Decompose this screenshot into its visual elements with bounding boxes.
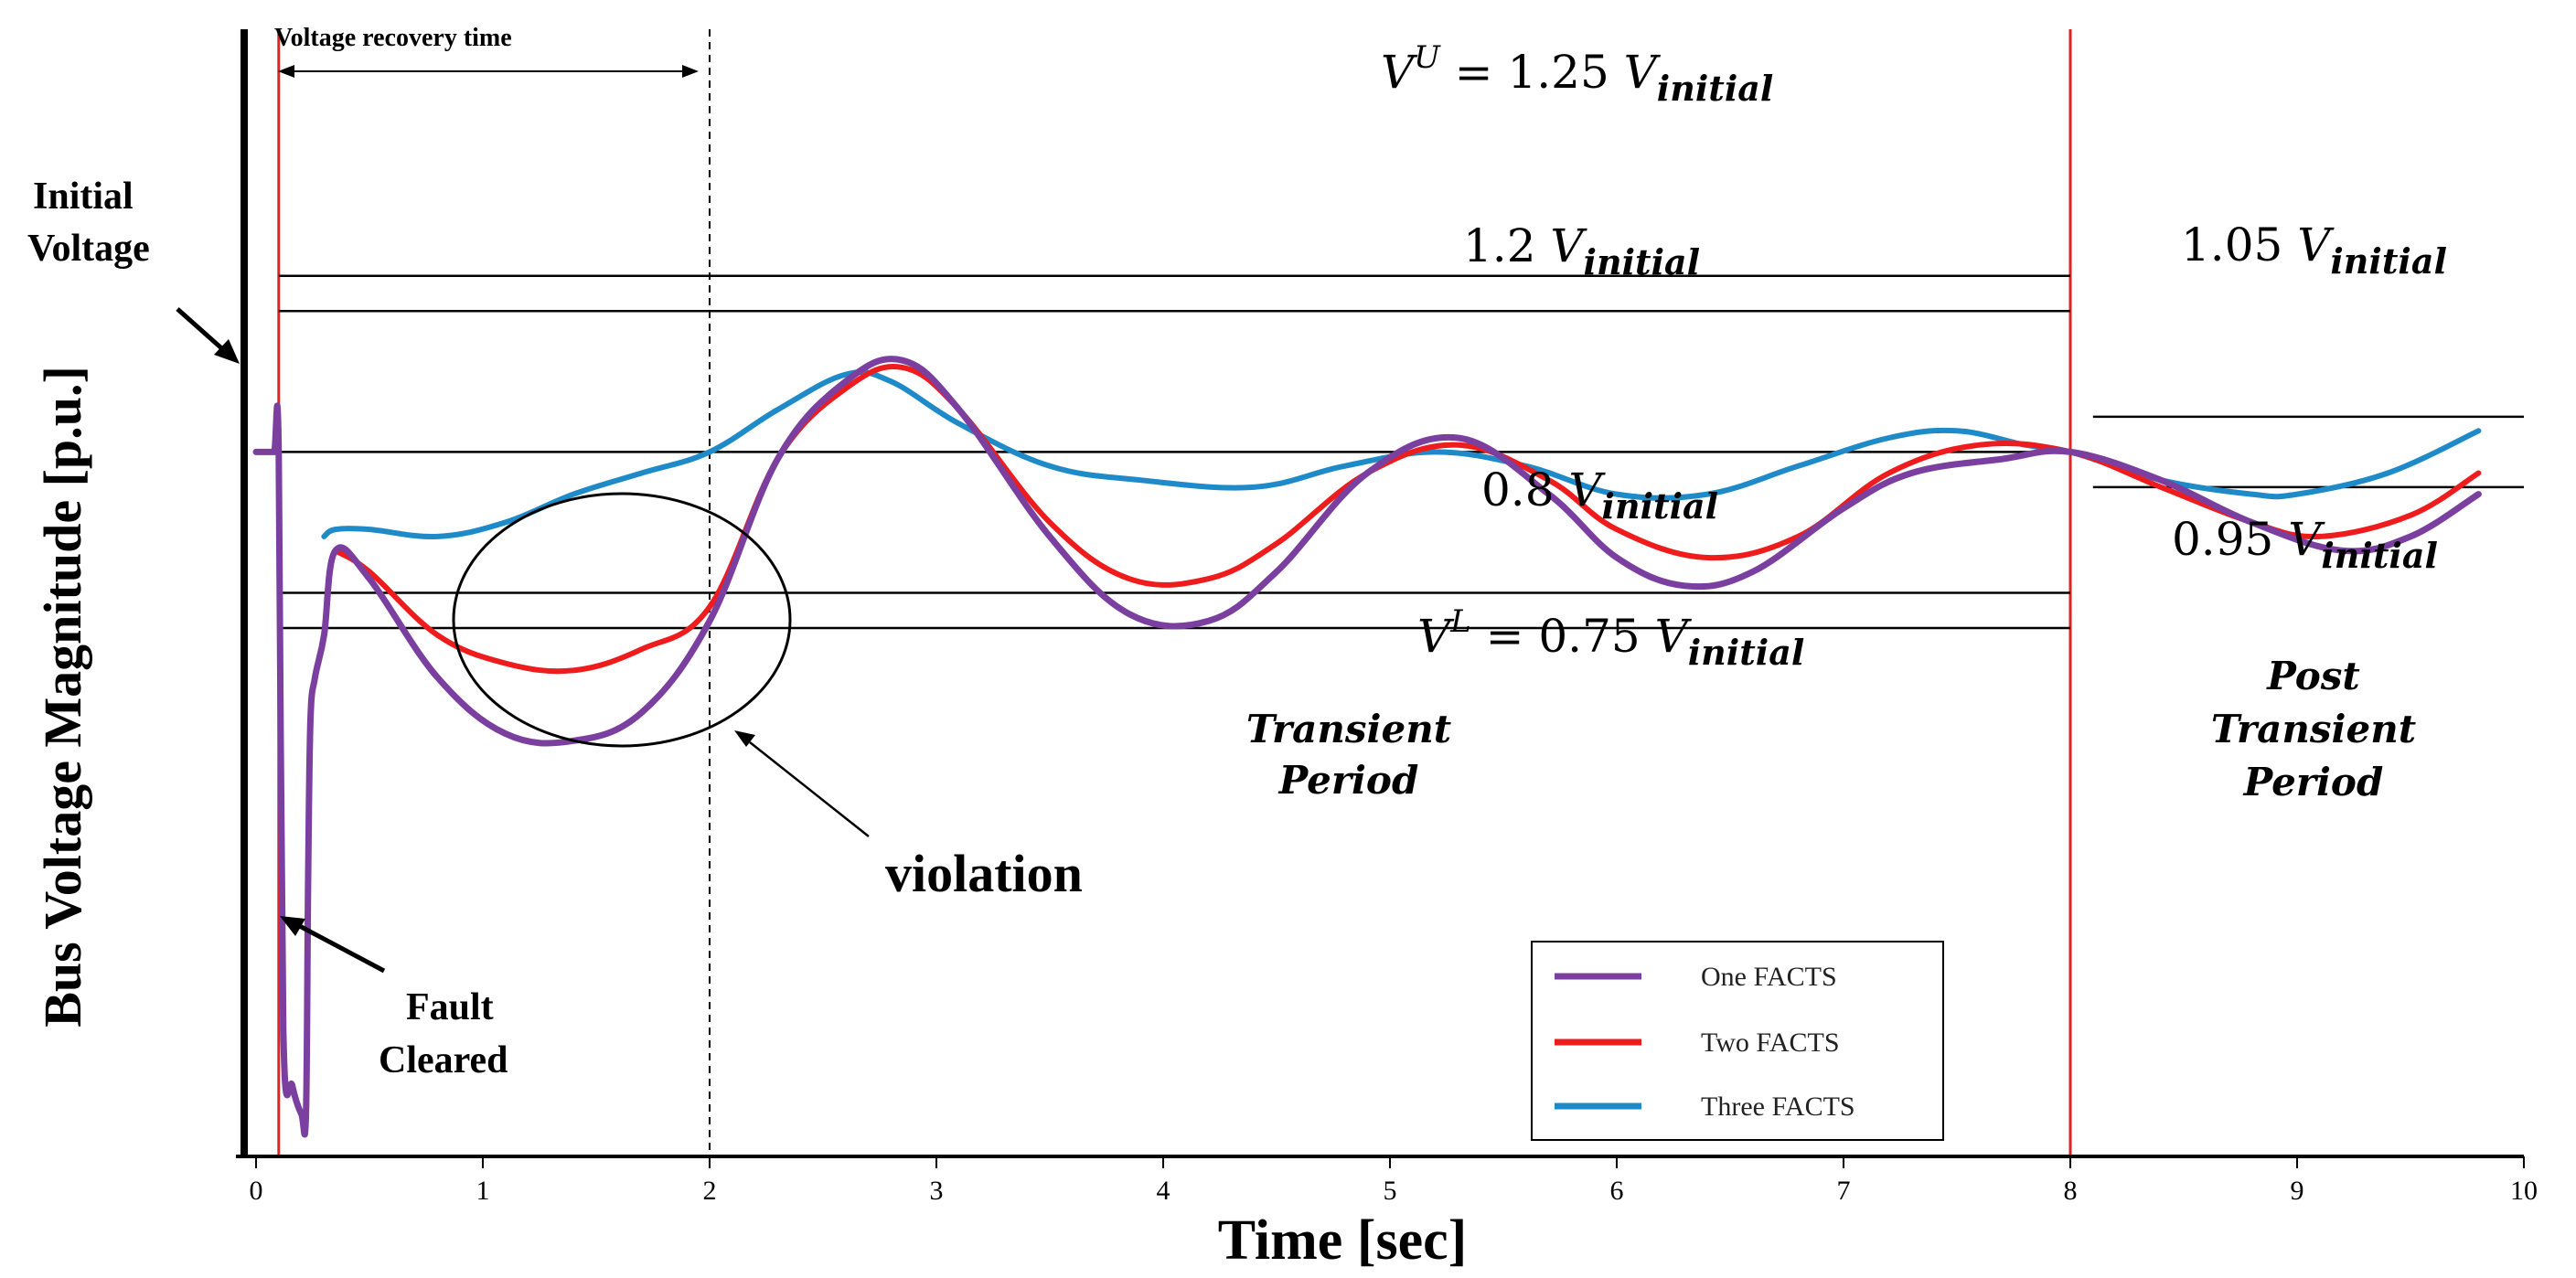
reference-lines xyxy=(256,274,2524,630)
x-tick-label: 7 xyxy=(1837,1176,1851,1206)
violation-arrow xyxy=(749,741,870,837)
initial-voltage-annotation: Initial Voltage xyxy=(27,176,240,364)
x-axis-label: Time [sec] xyxy=(1218,1209,1468,1272)
legend-label-one-facts: One FACTS xyxy=(1701,962,1837,992)
ref-label-v12: 1.2 Vinitial xyxy=(1463,219,1700,282)
initial-voltage-label-1: Initial xyxy=(33,176,134,218)
recovery-arrow-left-head xyxy=(278,65,294,78)
voltage-recovery-annotation: Voltage recovery time xyxy=(274,24,699,78)
post-label-2: Transient xyxy=(2211,707,2416,751)
ref-label-vu: VU = 1.25 Vinitial xyxy=(1381,39,1773,109)
x-tick-label: 10 xyxy=(2510,1176,2538,1206)
transient-label-1: Transient xyxy=(1246,707,1451,751)
legend-label-three-facts: Three FACTS xyxy=(1701,1092,1855,1122)
x-tick-label: 0 xyxy=(250,1176,263,1206)
fault-cleared-label-2: Cleared xyxy=(379,1039,508,1081)
initial-voltage-arrow-head xyxy=(214,339,240,364)
x-ticks: 0 1 2 3 4 5 6 7 8 9 10 xyxy=(250,1156,2538,1206)
post-label-1: Post xyxy=(2266,654,2360,698)
x-tick-label: 8 xyxy=(2064,1176,2078,1206)
voltage-recovery-label: Voltage recovery time xyxy=(274,24,512,52)
x-tick-label: 5 xyxy=(1384,1176,1397,1206)
initial-voltage-arrow xyxy=(176,307,229,355)
x-tick-label: 1 xyxy=(476,1176,490,1206)
fault-cleared-label-1: Fault xyxy=(406,986,494,1028)
ref-label-vl: VL = 0.75 Vinitial xyxy=(1417,603,1804,673)
series-two-facts xyxy=(332,363,2482,675)
transient-label-2: Period xyxy=(1278,758,1419,803)
x-tick-label: 3 xyxy=(930,1176,944,1206)
legend-label-two-facts: Two FACTS xyxy=(1701,1028,1840,1058)
ref-label-v095: 0.95 Vinitial xyxy=(2172,513,2438,576)
series-lines xyxy=(252,356,2482,1138)
violation-label: violation xyxy=(885,844,1083,903)
ref-labels: VU = 1.25 Vinitial 1.2 Vinitial 0.8 Viniti… xyxy=(1381,39,2447,673)
initial-voltage-label-2: Voltage xyxy=(27,228,150,270)
ref-label-v08: 0.8 Vinitial xyxy=(1481,463,1718,527)
post-transient-period-label: Post Transient Period xyxy=(2211,654,2416,804)
transient-period-label: Transient Period xyxy=(1246,707,1451,803)
violation-ellipse xyxy=(452,492,792,748)
fault-cleared-arrow-head xyxy=(280,916,305,936)
violation-annotation: violation xyxy=(452,492,1083,903)
recovery-arrow-right-head xyxy=(682,65,699,78)
x-tick-label: 2 xyxy=(703,1176,717,1206)
ref-label-v105: 1.05 Vinitial xyxy=(2181,218,2447,282)
legend: One FACTS Two FACTS Three FACTS xyxy=(1531,941,1944,1141)
x-tick-label: 6 xyxy=(1610,1176,1624,1206)
violation-arrow-head xyxy=(734,730,755,747)
series-one-facts xyxy=(252,356,2482,1138)
post-label-3: Period xyxy=(2243,760,2384,804)
x-tick-label: 4 xyxy=(1157,1176,1170,1206)
y-axis-label: Bus Voltage Magnitude [p.u.] xyxy=(33,366,92,1028)
fault-cleared-arrow xyxy=(293,921,386,974)
x-tick-label: 9 xyxy=(2291,1176,2304,1206)
fault-cleared-annotation: Fault Cleared xyxy=(280,916,508,1081)
